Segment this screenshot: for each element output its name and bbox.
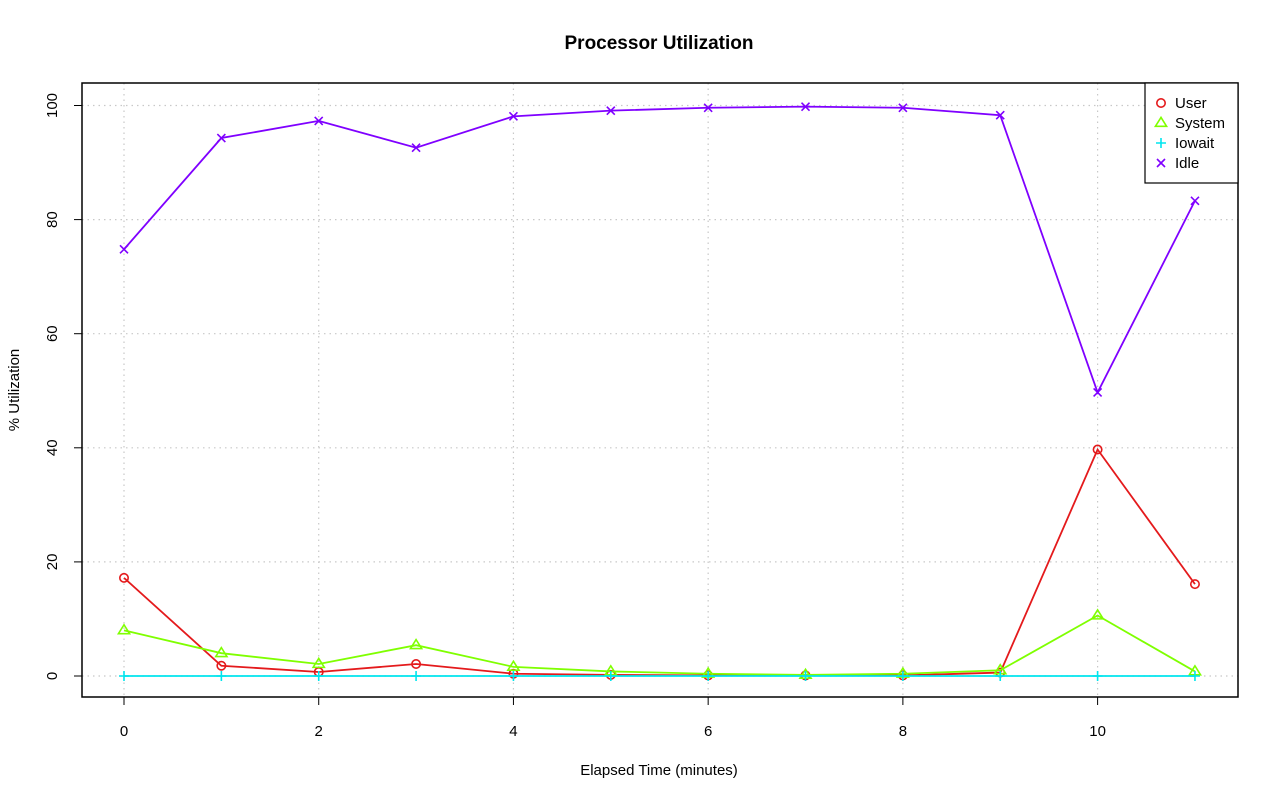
point-idle-3 (411, 143, 421, 153)
series-system (116, 608, 1203, 680)
point-idle-2 (314, 116, 324, 126)
point-idle-0 (119, 244, 129, 254)
point-iowait-6 (703, 671, 714, 681)
y-tick-label-0: 0 (44, 672, 61, 680)
y-axis: 0 20 40 60 80 100 (44, 93, 83, 680)
point-user-0 (119, 572, 130, 583)
x-tick-label-2: 4 (509, 723, 517, 740)
point-iowait-3 (411, 671, 422, 681)
series-line-system (123, 614, 1196, 676)
point-system-3 (409, 638, 424, 650)
grid-lines (82, 83, 1238, 697)
point-user-3 (411, 659, 422, 670)
y-tick-label-2: 40 (44, 439, 61, 456)
point-idle-9 (995, 110, 1005, 120)
point-iowait-1 (216, 671, 227, 681)
point-iowait-5 (605, 671, 616, 681)
legend-label-system: System (1175, 115, 1225, 132)
x-tick-label-4: 8 (899, 723, 907, 740)
y-tick-label-3: 60 (44, 325, 61, 342)
legend-label-idle: Idle (1175, 155, 1199, 172)
series-iowait (119, 671, 1200, 681)
point-iowait-2 (313, 671, 324, 681)
x-tick-label-0: 0 (120, 723, 128, 740)
y-axis-label: % Utilization (6, 349, 23, 432)
point-user-1 (216, 660, 227, 671)
point-iowait-11 (1189, 671, 1200, 681)
series-line-idle (123, 105, 1196, 395)
point-idle-11 (1190, 196, 1200, 206)
point-system-10 (1090, 608, 1105, 620)
point-idle-5 (606, 106, 616, 116)
point-system-2 (311, 656, 326, 669)
legend: User System Iowait Idle (1144, 82, 1239, 184)
legend-label-user: User (1175, 95, 1207, 112)
series-idle (119, 102, 1200, 398)
point-user-11 (1189, 579, 1200, 590)
plot-frame (81, 82, 1239, 698)
chart-title: Processor Utilization (565, 33, 754, 54)
point-system-1 (214, 646, 229, 658)
legend-marker-idle (1156, 158, 1166, 168)
x-tick-label-5: 10 (1089, 723, 1106, 740)
series-layer (116, 102, 1203, 681)
x-tick-label-1: 2 (315, 723, 323, 740)
point-system-0 (116, 623, 132, 635)
point-idle-10 (1093, 387, 1103, 398)
y-tick-label-4: 80 (44, 211, 61, 228)
point-iowait-10 (1092, 671, 1103, 681)
point-idle-8 (898, 103, 908, 113)
x-axis: 0 2 4 6 8 10 (120, 696, 1106, 740)
y-tick-label-1: 20 (44, 554, 61, 571)
point-system-4 (506, 659, 521, 672)
point-idle-6 (703, 103, 713, 113)
point-idle-7 (800, 102, 811, 112)
point-user-10 (1092, 444, 1103, 455)
x-axis-label: Elapsed Time (minutes) (580, 762, 738, 779)
point-iowait-7 (800, 671, 811, 681)
legend-marker-system (1153, 115, 1169, 128)
legend-marker-user (1156, 98, 1167, 109)
point-iowait-0 (119, 671, 129, 681)
point-iowait-8 (897, 671, 908, 681)
series-user (119, 444, 1200, 681)
y-tick-label-5: 100 (44, 93, 61, 118)
legend-label-iowait: Iowait (1175, 135, 1215, 152)
point-iowait-4 (508, 671, 519, 681)
point-idle-1 (216, 133, 226, 143)
legend-marker-iowait (1156, 138, 1166, 148)
point-iowait-9 (995, 671, 1006, 681)
x-tick-label-3: 6 (704, 723, 712, 740)
legend-box (1144, 82, 1239, 184)
point-idle-4 (508, 111, 519, 121)
